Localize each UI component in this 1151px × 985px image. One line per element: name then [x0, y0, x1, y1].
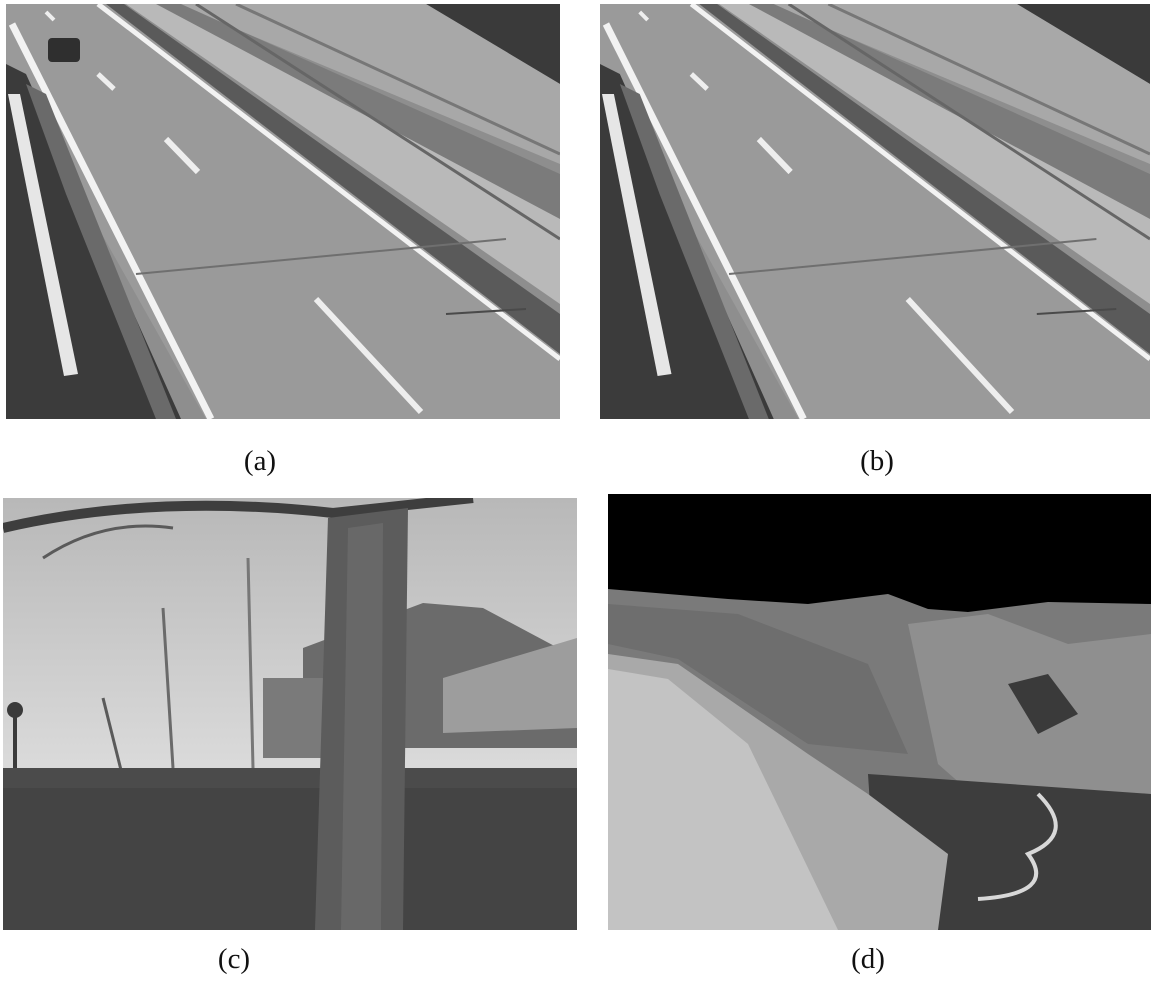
photo-highway-with-car — [6, 4, 560, 419]
caption-b: (b) — [860, 445, 894, 477]
caption-d: (d) — [851, 943, 885, 975]
caption-a: (a) — [243, 445, 277, 477]
car-shape — [48, 38, 80, 62]
photo-tree-and-house — [3, 498, 577, 930]
caption-c: (c) — [217, 943, 251, 975]
render-mountain-terrain — [608, 494, 1151, 930]
photo-highway-empty — [600, 4, 1150, 419]
